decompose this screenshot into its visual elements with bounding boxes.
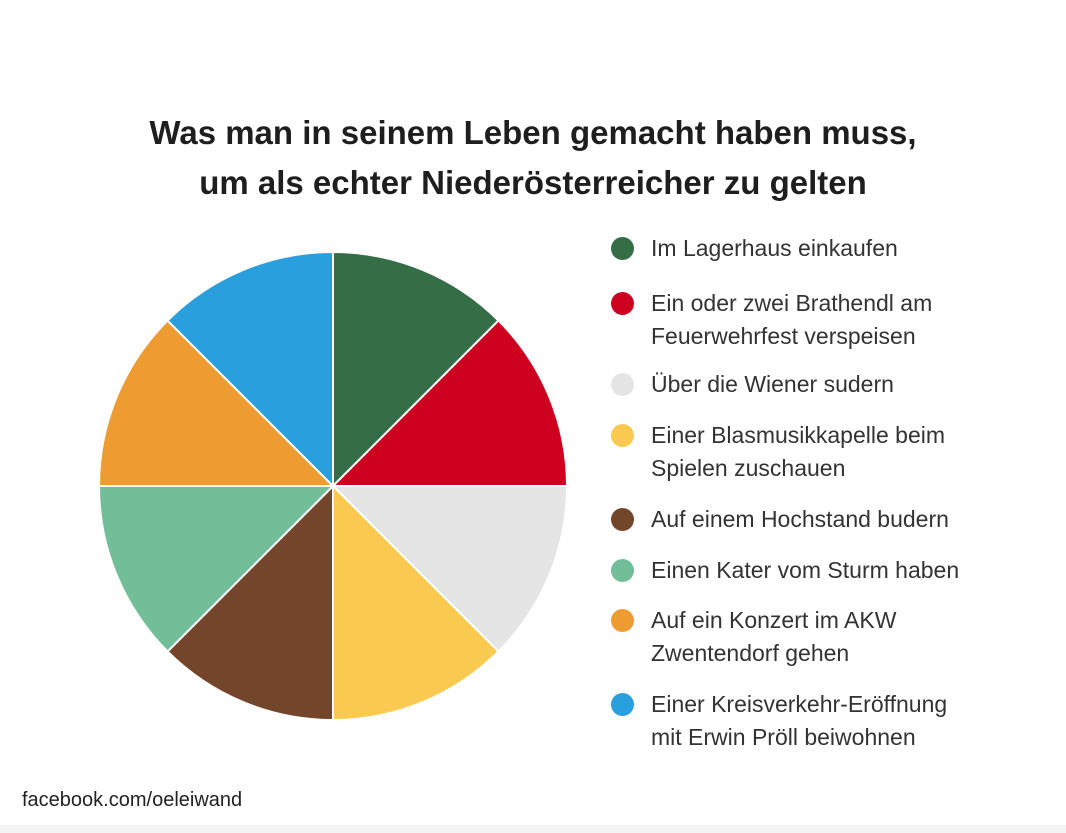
chart-title: Was man in seinem Leben gemacht haben mu… bbox=[0, 108, 1066, 208]
legend-swatch bbox=[611, 237, 634, 260]
legend-swatch bbox=[611, 609, 634, 632]
pie-slice-8 bbox=[166, 250, 334, 489]
legend-label: Über die Wiener sudern bbox=[651, 371, 894, 397]
legend-item-1: Im Lagerhaus einkaufen bbox=[611, 232, 1011, 265]
legend-swatch bbox=[611, 559, 634, 582]
pie-slice-2 bbox=[330, 319, 569, 487]
pie-slice-4 bbox=[332, 483, 500, 722]
legend-item-5: Auf einem Hochstand budern bbox=[611, 503, 1011, 536]
legend-swatch bbox=[611, 373, 634, 396]
legend-swatch bbox=[611, 292, 634, 315]
legend-label: Auf ein Konzert im AKW Zwentendorf gehen bbox=[651, 607, 897, 666]
legend-item-3: Über die Wiener sudern bbox=[611, 368, 1011, 401]
legend-item-8: Einer Kreisverkehr-Eröffnung mit Erwin P… bbox=[611, 688, 1011, 754]
pie-slice-7 bbox=[97, 319, 336, 487]
legend-item-4: Einer Blasmusikkapelle beim Spielen zusc… bbox=[611, 419, 1011, 485]
legend-label: Im Lagerhaus einkaufen bbox=[651, 235, 898, 261]
chart-title-line-1: Was man in seinem Leben gemacht haben mu… bbox=[149, 114, 917, 151]
legend-label: Auf einem Hochstand budern bbox=[651, 506, 949, 532]
legend-swatch bbox=[611, 693, 634, 716]
legend-label: Ein oder zwei Brathendl am Feuerwehrfest… bbox=[651, 290, 933, 349]
chart-title-line-2: um als echter Niederösterreicher zu gelt… bbox=[199, 164, 867, 201]
pie-chart bbox=[97, 250, 569, 722]
legend-label: Einen Kater vom Sturm haben bbox=[651, 557, 960, 583]
legend-item-7: Auf ein Konzert im AKW Zwentendorf gehen bbox=[611, 604, 1011, 670]
pie-slice-5 bbox=[166, 483, 334, 722]
pie-slice-1 bbox=[332, 250, 500, 489]
legend-swatch bbox=[611, 508, 634, 531]
legend-label: Einer Blasmusikkapelle beim Spielen zusc… bbox=[651, 422, 946, 481]
legend-label: Einer Kreisverkehr-Eröffnung mit Erwin P… bbox=[651, 691, 948, 750]
footer-source: facebook.com/oeleiwand bbox=[22, 789, 243, 811]
bottom-strip bbox=[0, 825, 1066, 833]
legend-swatch bbox=[611, 424, 634, 447]
legend-item-6: Einen Kater vom Sturm haben bbox=[611, 554, 1011, 587]
pie-slice-6 bbox=[97, 485, 336, 653]
pie-slice-3 bbox=[330, 485, 569, 653]
legend-item-2: Ein oder zwei Brathendl am Feuerwehrfest… bbox=[611, 287, 1011, 353]
